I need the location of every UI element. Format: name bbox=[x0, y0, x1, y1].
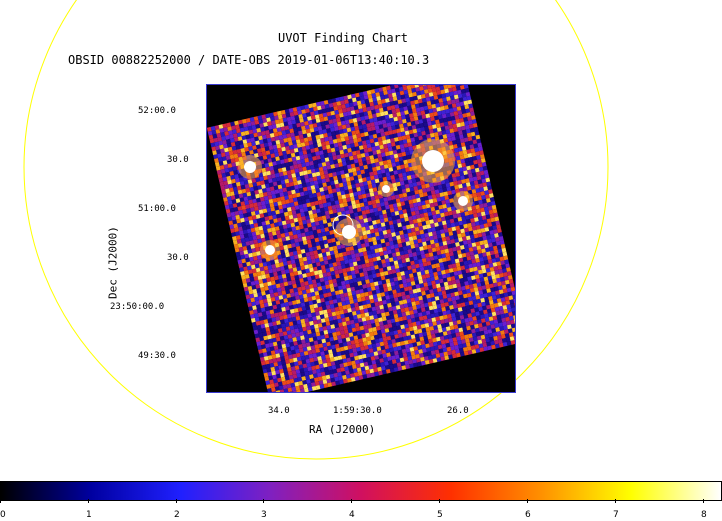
colorbar-tickmark bbox=[176, 499, 177, 503]
colorbar-label-3: 3 bbox=[261, 510, 267, 520]
sky-image-canvas bbox=[207, 85, 515, 392]
ra-tick-3: 26.0 bbox=[447, 406, 469, 416]
colorbar-label-2: 2 bbox=[174, 510, 180, 520]
colorbar-label-5: 5 bbox=[437, 510, 443, 520]
colorbar-tickmark bbox=[439, 499, 440, 503]
exposure-field bbox=[207, 85, 515, 392]
colorbar-tickmark bbox=[263, 499, 264, 503]
dec-tick-1: 52:00.0 bbox=[138, 106, 176, 116]
colorbar-label-8: 8 bbox=[701, 510, 707, 520]
star-source bbox=[382, 185, 390, 193]
chart-subtitle: OBSID 00882252000 / DATE-OBS 2019-01-06T… bbox=[68, 53, 430, 67]
colorbar-tickmark bbox=[88, 499, 89, 503]
star-source bbox=[244, 161, 256, 173]
star-source bbox=[422, 150, 444, 172]
colorbar-label-1: 1 bbox=[86, 510, 92, 520]
colorbar-label-6: 6 bbox=[525, 510, 531, 520]
colorbar bbox=[0, 481, 722, 501]
star-source bbox=[342, 225, 356, 239]
chart-title: UVOT Finding Chart bbox=[277, 31, 409, 45]
colorbar-label-0: 0 bbox=[0, 510, 6, 520]
star-source bbox=[458, 196, 468, 206]
colorbar-label-7: 7 bbox=[613, 510, 619, 520]
dec-tick-6: 49:30.0 bbox=[138, 351, 176, 361]
dec-tick-4: 30.0 bbox=[167, 253, 189, 263]
x-axis-label: RA (J2000) bbox=[309, 423, 376, 436]
dec-tick-5: 23:50:00.0 bbox=[110, 302, 165, 312]
star-source bbox=[265, 245, 275, 255]
sky-image bbox=[206, 84, 516, 393]
ra-tick-1: 34.0 bbox=[268, 406, 290, 416]
y-axis-label: Dec (J2000) bbox=[106, 226, 120, 299]
dec-tick-2: 30.0 bbox=[167, 155, 189, 165]
colorbar-label-4: 4 bbox=[349, 510, 355, 520]
ra-tick-2: 1:59:30.0 bbox=[333, 406, 382, 416]
colorbar-tickmark bbox=[615, 499, 616, 503]
colorbar-tickmark bbox=[0, 499, 1, 503]
colorbar-tickmark bbox=[527, 499, 528, 503]
target-marker bbox=[332, 214, 354, 236]
colorbar-tickmark bbox=[351, 499, 352, 503]
dec-tick-3: 51:00.0 bbox=[138, 204, 176, 214]
colorbar-tickmark bbox=[703, 499, 704, 503]
